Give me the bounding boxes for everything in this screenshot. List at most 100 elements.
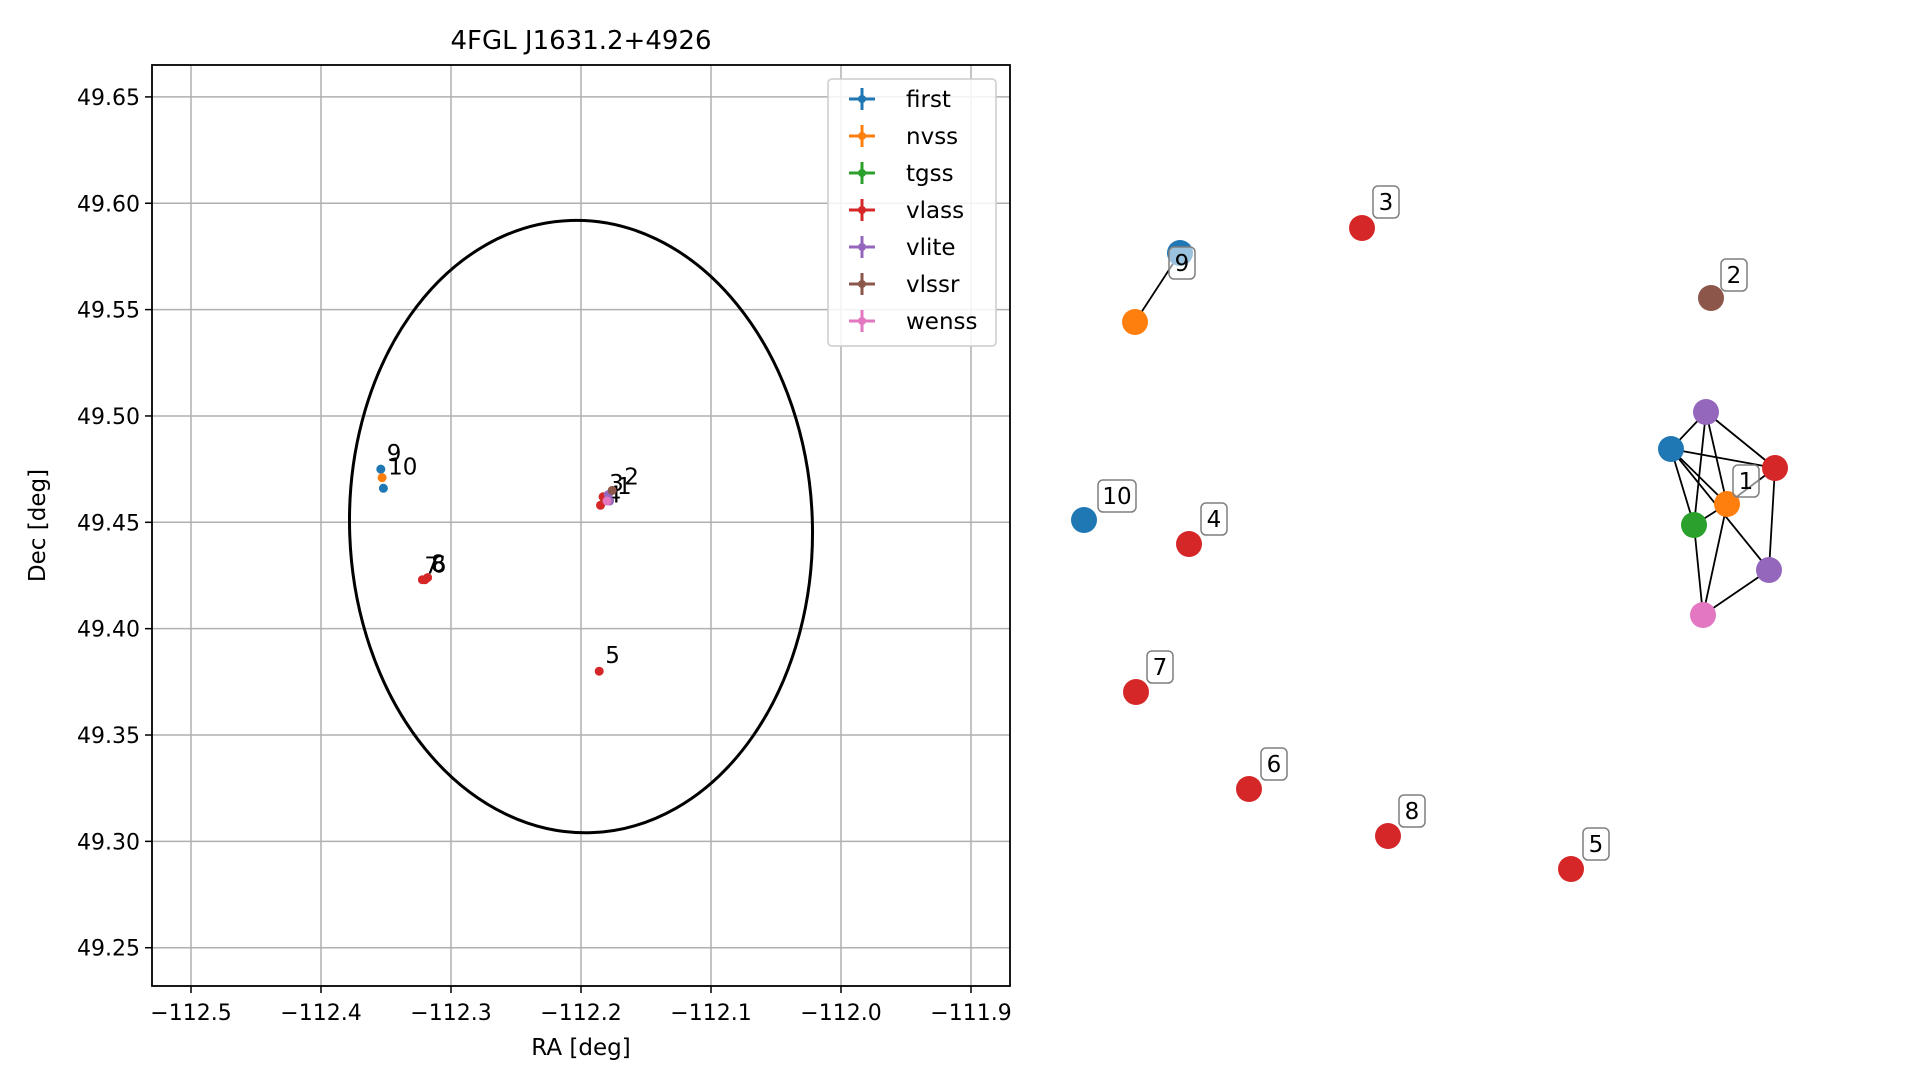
graph-node-vlass-1 xyxy=(1762,455,1788,481)
point-first xyxy=(378,483,388,493)
graph-node-vlite-b xyxy=(1756,557,1782,583)
x-tick-label: −111.9 xyxy=(930,1001,1011,1026)
point-label: 5 xyxy=(605,643,620,669)
label-text: 8 xyxy=(1405,799,1420,825)
y-axis-title: Dec [deg] xyxy=(25,469,51,582)
point-vlass xyxy=(594,666,604,676)
graph-node-vlass-7 xyxy=(1123,679,1149,705)
y-tick-label: 49.30 xyxy=(77,830,140,855)
x-axis-title: RA [deg] xyxy=(531,1035,630,1061)
y-tick-label: 49.55 xyxy=(77,299,140,324)
graph-node-label: 3 xyxy=(1372,185,1400,219)
legend-label: vlite xyxy=(906,235,956,261)
x-tick-label: −112.3 xyxy=(410,1001,491,1026)
legend-entry-vlite: vlite xyxy=(849,235,956,261)
graph-node-vlass-5 xyxy=(1558,856,1584,882)
point-vlssr xyxy=(607,485,617,495)
label-text: 6 xyxy=(1267,752,1282,778)
label-box xyxy=(1720,258,1748,292)
label-box xyxy=(1398,794,1426,828)
label-box xyxy=(1732,464,1760,498)
legend-marker-dot xyxy=(858,206,866,214)
graph-nodes: 9 3 2 1 10 4 7 6 8 5 xyxy=(1071,185,1788,882)
point-label: 9 xyxy=(387,441,402,467)
graph-edge xyxy=(1693,411,1707,526)
label-text: 7 xyxy=(1153,655,1168,681)
x-tick-label: −112.4 xyxy=(280,1001,361,1026)
legend-label: tgss xyxy=(906,161,954,187)
graph-edges xyxy=(1134,252,1776,616)
legend-marker-dot xyxy=(858,280,866,288)
legend-entry-tgss: tgss xyxy=(849,161,954,187)
label-box xyxy=(1097,479,1137,513)
y-tick-label: 49.45 xyxy=(77,511,140,536)
label-text: 5 xyxy=(1589,832,1604,858)
localization-ellipse xyxy=(347,218,815,835)
point-label: 1 xyxy=(617,474,632,500)
graph-edge xyxy=(1670,448,1695,526)
graph-node-vlass-6 xyxy=(1236,776,1262,802)
graph-node-tgss-1 xyxy=(1681,512,1707,538)
point-label: 2 xyxy=(624,464,639,490)
graph-node-vlass-4 xyxy=(1176,531,1202,557)
point-vlass xyxy=(420,575,430,585)
label-box xyxy=(1260,747,1288,781)
legend-label: vlass xyxy=(906,198,964,224)
x-tick-label: −112.0 xyxy=(800,1001,881,1026)
label-box xyxy=(1168,246,1196,280)
graph-node-wenss-1 xyxy=(1690,602,1716,628)
legend-box xyxy=(827,78,997,347)
graph-node-label: 6 xyxy=(1260,747,1288,781)
graph-node-label: 7 xyxy=(1146,650,1174,684)
graph-edge xyxy=(1670,448,1728,505)
y-tick-label: 49.50 xyxy=(77,405,140,430)
graph-node-label: 8 xyxy=(1398,794,1426,828)
legend: first nvss tgss vlass vlite vlssr wenss xyxy=(827,78,997,347)
graph-edge xyxy=(1670,448,1776,469)
axis-ticks: −112.5 −112.4 −112.3 −112.2 −112.1 −112.0 −111… xyxy=(77,86,1012,1026)
graph-node-label: 5 xyxy=(1582,827,1610,861)
graph-node-vlssr-2 xyxy=(1698,285,1724,311)
label-text: 10 xyxy=(1102,484,1131,510)
graph-node-vlass-3 xyxy=(1349,215,1375,241)
label-text: 3 xyxy=(1379,190,1394,216)
legend-marker-dot xyxy=(858,169,866,177)
graph-node-label: 10 xyxy=(1097,479,1137,513)
label-box xyxy=(1582,827,1610,861)
graph-edge xyxy=(1702,569,1770,616)
point-label: 10 xyxy=(388,455,417,481)
point-first xyxy=(376,464,386,474)
legend-entry-vlssr: vlssr xyxy=(849,272,960,298)
label-box xyxy=(1372,185,1400,219)
legend-marker-dot xyxy=(858,317,866,325)
x-tick-label: −112.2 xyxy=(540,1001,621,1026)
legend-label: nvss xyxy=(906,124,958,150)
point-nvss xyxy=(377,473,387,483)
x-tick-label: −112.1 xyxy=(670,1001,751,1026)
y-tick-label: 49.35 xyxy=(77,724,140,749)
y-tick-label: 49.60 xyxy=(77,192,140,217)
graph-edge xyxy=(1768,467,1776,571)
legend-entry-vlass: vlass xyxy=(849,198,964,224)
label-box xyxy=(1146,650,1174,684)
graph-node-first-1 xyxy=(1658,436,1684,462)
point-vlass xyxy=(596,500,605,510)
graph-node-vlass-8 xyxy=(1375,823,1401,849)
graph-node-label: 2 xyxy=(1720,258,1748,292)
legend-marker-dot xyxy=(858,95,866,103)
point-wenss xyxy=(602,496,612,506)
graph-node-label: 1 xyxy=(1732,464,1760,498)
legend-label: first xyxy=(906,87,951,113)
graph-edge xyxy=(1702,503,1728,616)
graph-node-vlite-a xyxy=(1693,399,1719,425)
x-tick-label: −112.5 xyxy=(150,1001,231,1026)
graph-node-label: 4 xyxy=(1200,502,1228,536)
graph-node-first-10 xyxy=(1071,507,1097,533)
label-text: 1 xyxy=(1739,469,1754,495)
crossmatch-graph: 9 3 2 1 10 4 7 6 8 5 xyxy=(1071,185,1788,882)
legend-label: vlssr xyxy=(906,272,960,298)
legend-marker-dot xyxy=(858,132,866,140)
label-box xyxy=(1200,502,1228,536)
